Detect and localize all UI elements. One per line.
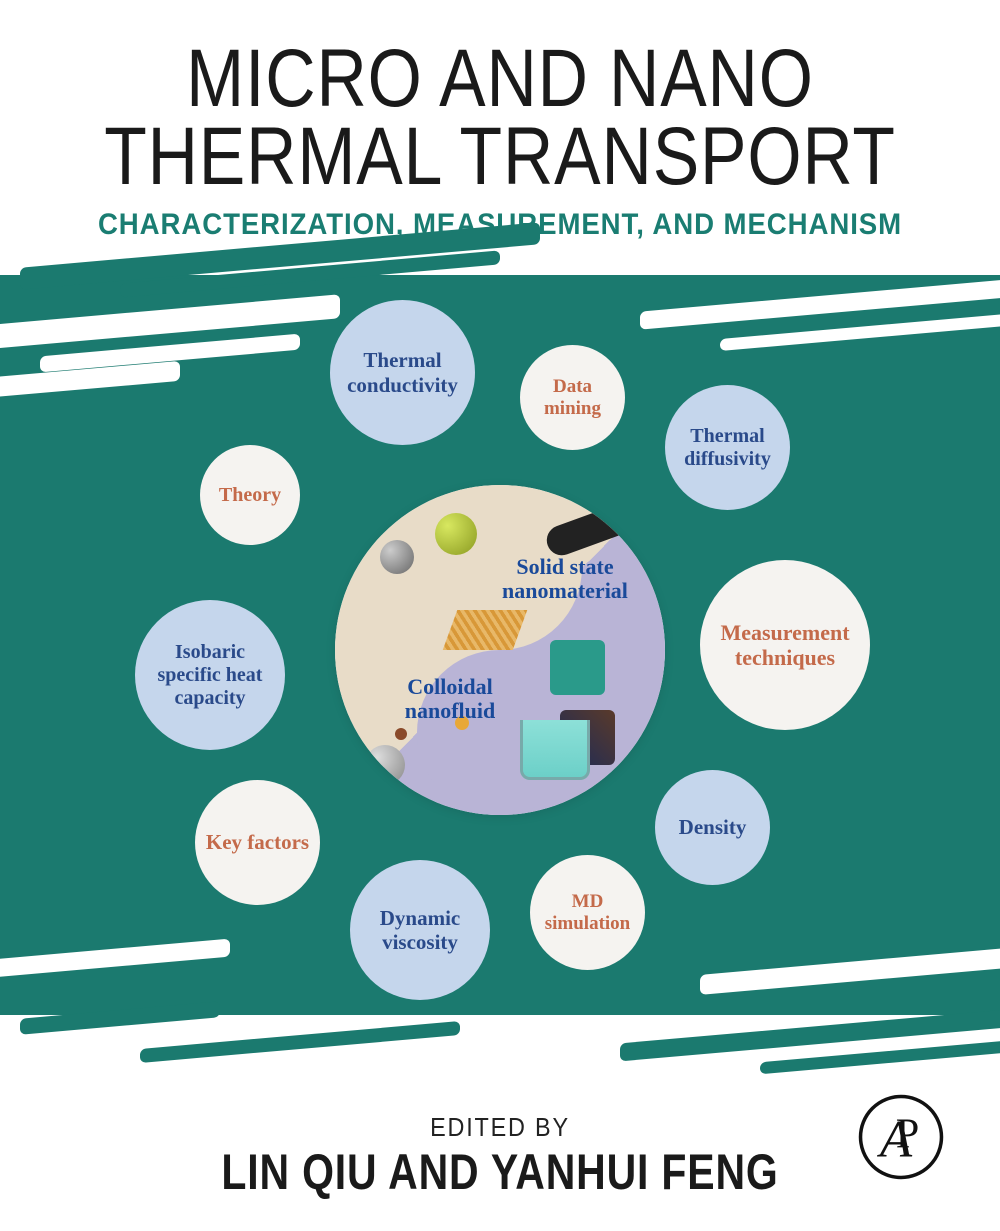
topic-bubble-label: MD simulation bbox=[538, 891, 637, 935]
publisher-logo: A P bbox=[857, 1093, 945, 1181]
topic-bubble: Data mining bbox=[520, 345, 625, 450]
topic-bubble-label: Key factors bbox=[206, 830, 309, 854]
topic-bubble-label: Measurement techniques bbox=[708, 620, 862, 671]
topic-bubble-label: Theory bbox=[219, 484, 281, 507]
topic-bubble: Density bbox=[655, 770, 770, 885]
topic-bubble-label: Isobaric specific heat capacity bbox=[143, 641, 277, 710]
topic-bubble-label: Density bbox=[679, 815, 747, 839]
topic-bubble: Theory bbox=[200, 445, 300, 545]
center-yin-yang: Solid state nanomaterial Colloidal nanof… bbox=[335, 485, 665, 815]
topic-bubble: Key factors bbox=[195, 780, 320, 905]
subtitle: CHARACTERIZATION, MEASUREMENT, AND MECHA… bbox=[40, 208, 960, 242]
title-block: MICRO AND NANO THERMAL TRANSPORT CHARACT… bbox=[0, 0, 1000, 242]
concept-diagram: Solid state nanomaterial Colloidal nanof… bbox=[0, 300, 1000, 1000]
topic-bubble-label: Dynamic viscosity bbox=[358, 906, 482, 954]
center-label-solid: Solid state nanomaterial bbox=[485, 555, 645, 603]
topic-bubble: Thermal diffusivity bbox=[665, 385, 790, 510]
svg-text:P: P bbox=[896, 1111, 920, 1158]
topic-bubble: MD simulation bbox=[530, 855, 645, 970]
topic-bubble: Isobaric specific heat capacity bbox=[135, 600, 285, 750]
topic-bubble-label: Data mining bbox=[528, 376, 617, 420]
editors: LIN QIU AND YANHUI FENG bbox=[90, 1143, 910, 1201]
main-title: MICRO AND NANO THERMAL TRANSPORT bbox=[75, 40, 925, 196]
topic-bubble: Measurement techniques bbox=[700, 560, 870, 730]
topic-bubble-label: Thermal conductivity bbox=[338, 348, 467, 396]
topic-bubble: Thermal conductivity bbox=[330, 300, 475, 445]
beaker-icon bbox=[520, 720, 590, 780]
title-line-2: THERMAL TRANSPORT bbox=[104, 111, 896, 202]
topic-bubble: Dynamic viscosity bbox=[350, 860, 490, 1000]
footer: EDITED BY LIN QIU AND YANHUI FENG bbox=[0, 1112, 1000, 1201]
center-label-fluid: Colloidal nanofluid bbox=[390, 675, 510, 723]
topic-bubble-label: Thermal diffusivity bbox=[673, 425, 782, 471]
edited-by-label: EDITED BY bbox=[50, 1112, 950, 1143]
